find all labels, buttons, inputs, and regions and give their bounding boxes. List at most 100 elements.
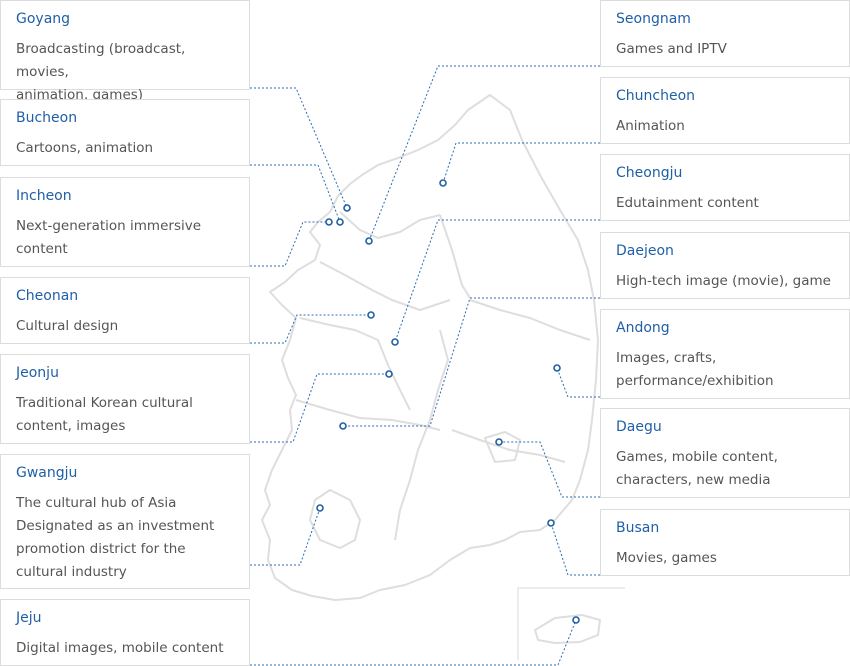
description-line: Animation bbox=[616, 118, 685, 134]
city-marker-seongnam bbox=[365, 237, 373, 245]
region-description: Edutainment content bbox=[616, 192, 841, 215]
description-line: Designated as an investment bbox=[16, 518, 215, 534]
description-line: content bbox=[16, 241, 68, 257]
province-border bbox=[309, 489, 361, 549]
leader-line-goyang bbox=[250, 87, 348, 209]
region-description: Games, mobile content, characters, new me… bbox=[616, 446, 841, 492]
leader-line-cheongju bbox=[394, 219, 600, 343]
province-border bbox=[394, 329, 449, 541]
province-border bbox=[451, 429, 566, 463]
region-card-cheonan: Cheonan Cultural design bbox=[0, 277, 250, 344]
city-marker-incheon bbox=[325, 218, 333, 226]
city-marker-jeonju bbox=[385, 370, 393, 378]
description-line: Broadcasting (broadcast, movies, bbox=[16, 41, 186, 80]
province-border bbox=[484, 431, 521, 463]
region-card-bucheon: Bucheon Cartoons, animation bbox=[0, 99, 250, 166]
leader-line-jeju bbox=[250, 619, 577, 666]
description-line: Games and IPTV bbox=[616, 41, 727, 57]
map-outline bbox=[261, 94, 625, 660]
province-border bbox=[439, 214, 471, 299]
leader-line-daejeon bbox=[343, 297, 600, 427]
description-line: Next-generation immersive bbox=[16, 218, 202, 234]
region-name: Daejeon bbox=[616, 243, 674, 259]
description-line: Cartoons, animation bbox=[16, 140, 154, 156]
province-border bbox=[299, 317, 411, 411]
region-description: Cultural design bbox=[16, 315, 241, 338]
region-card-incheon: Incheon Next-generation immersive content bbox=[0, 177, 250, 267]
leader-line-busan bbox=[550, 522, 600, 576]
province-border bbox=[339, 211, 441, 239]
region-name: Goyang bbox=[16, 11, 71, 27]
description-line: Edutainment content bbox=[616, 195, 759, 211]
leader-lines bbox=[250, 65, 600, 666]
region-name: Chuncheon bbox=[616, 88, 696, 104]
region-name: Incheon bbox=[16, 188, 72, 204]
region-description: Animation bbox=[616, 115, 841, 138]
region-card-seongnam: Seongnam Games and IPTV bbox=[600, 0, 850, 67]
jeju-outline bbox=[534, 614, 601, 644]
description-line: cultural industry bbox=[16, 564, 127, 580]
region-card-jeju: Jeju Digital images, mobile content bbox=[0, 599, 250, 666]
region-name: Seongnam bbox=[616, 11, 691, 27]
region-card-daejeon: Daejeon High-tech image (movie), game bbox=[600, 232, 850, 299]
city-markers bbox=[316, 179, 580, 624]
leader-line-andong bbox=[556, 367, 600, 398]
city-marker-cheonan bbox=[367, 311, 375, 319]
description-line: Images, crafts, bbox=[616, 350, 717, 366]
description-line: Cultural design bbox=[16, 318, 119, 334]
description-line: Games, mobile content, bbox=[616, 449, 778, 465]
region-name: Cheongju bbox=[616, 165, 683, 181]
description-line: promotion district for the bbox=[16, 541, 186, 557]
city-marker-jeju bbox=[572, 616, 580, 624]
description-line: Movies, games bbox=[616, 550, 717, 566]
city-marker-cheongju bbox=[391, 338, 399, 346]
description-line: characters, new media bbox=[616, 472, 771, 488]
region-description: Movies, games bbox=[616, 547, 841, 570]
city-marker-bucheon bbox=[336, 218, 344, 226]
city-marker-gwangju bbox=[316, 504, 324, 512]
city-marker-andong bbox=[553, 364, 561, 372]
region-description: Broadcasting (broadcast, movies, animatio… bbox=[16, 38, 241, 107]
description-line: performance/exhibition bbox=[616, 373, 774, 389]
region-description: Images, crafts, performance/exhibition bbox=[616, 347, 841, 393]
leader-line-seongnam bbox=[368, 65, 600, 242]
region-card-gwangju: Gwangju The cultural hub of Asia Designate… bbox=[0, 454, 250, 589]
region-card-jeonju: Jeonju Traditional Korean cultural content… bbox=[0, 354, 250, 444]
leader-line-bucheon bbox=[250, 164, 341, 223]
region-name: Bucheon bbox=[16, 110, 78, 126]
region-name: Daegu bbox=[616, 419, 662, 435]
province-border bbox=[469, 299, 591, 341]
region-card-andong: Andong Images, crafts, performance/exhibit… bbox=[600, 309, 850, 399]
region-card-cheongju: Cheongju Edutainment content bbox=[600, 154, 850, 221]
region-name: Jeonju bbox=[16, 365, 59, 381]
city-marker-chuncheon bbox=[439, 179, 447, 187]
city-marker-daejeon bbox=[339, 422, 347, 430]
description-line: Digital images, mobile content bbox=[16, 640, 224, 656]
region-name: Cheonan bbox=[16, 288, 79, 304]
region-card-daegu: Daegu Games, mobile content, characters, n… bbox=[600, 408, 850, 498]
province-border bbox=[295, 399, 441, 431]
region-card-goyang: Goyang Broadcasting (broadcast, movies, an… bbox=[0, 0, 250, 103]
region-description: The cultural hub of Asia Designated as an… bbox=[16, 492, 241, 584]
city-marker-daegu bbox=[495, 438, 503, 446]
description-line: content, images bbox=[16, 418, 126, 434]
region-name: Gwangju bbox=[16, 465, 78, 481]
description-line: High-tech image (movie), game bbox=[616, 273, 831, 289]
region-card-chuncheon: Chuncheon Animation bbox=[600, 77, 850, 144]
region-description: Next-generation immersive content bbox=[16, 215, 241, 261]
leader-line-chuncheon bbox=[442, 142, 600, 184]
region-description: Traditional Korean cultural content, imag… bbox=[16, 392, 241, 438]
mainland-outline bbox=[261, 94, 599, 601]
province-border bbox=[319, 261, 451, 311]
leader-line-cheonan bbox=[250, 314, 371, 344]
leader-line-gwangju bbox=[250, 507, 321, 566]
leader-line-incheon bbox=[250, 221, 329, 267]
description-line: The cultural hub of Asia bbox=[16, 495, 177, 511]
description-line: Traditional Korean cultural bbox=[16, 395, 193, 411]
city-marker-busan bbox=[547, 519, 555, 527]
region-description: Cartoons, animation bbox=[16, 137, 241, 160]
leader-line-jeonju bbox=[250, 373, 389, 443]
leader-line-daegu bbox=[499, 441, 600, 498]
region-name: Andong bbox=[616, 320, 670, 336]
